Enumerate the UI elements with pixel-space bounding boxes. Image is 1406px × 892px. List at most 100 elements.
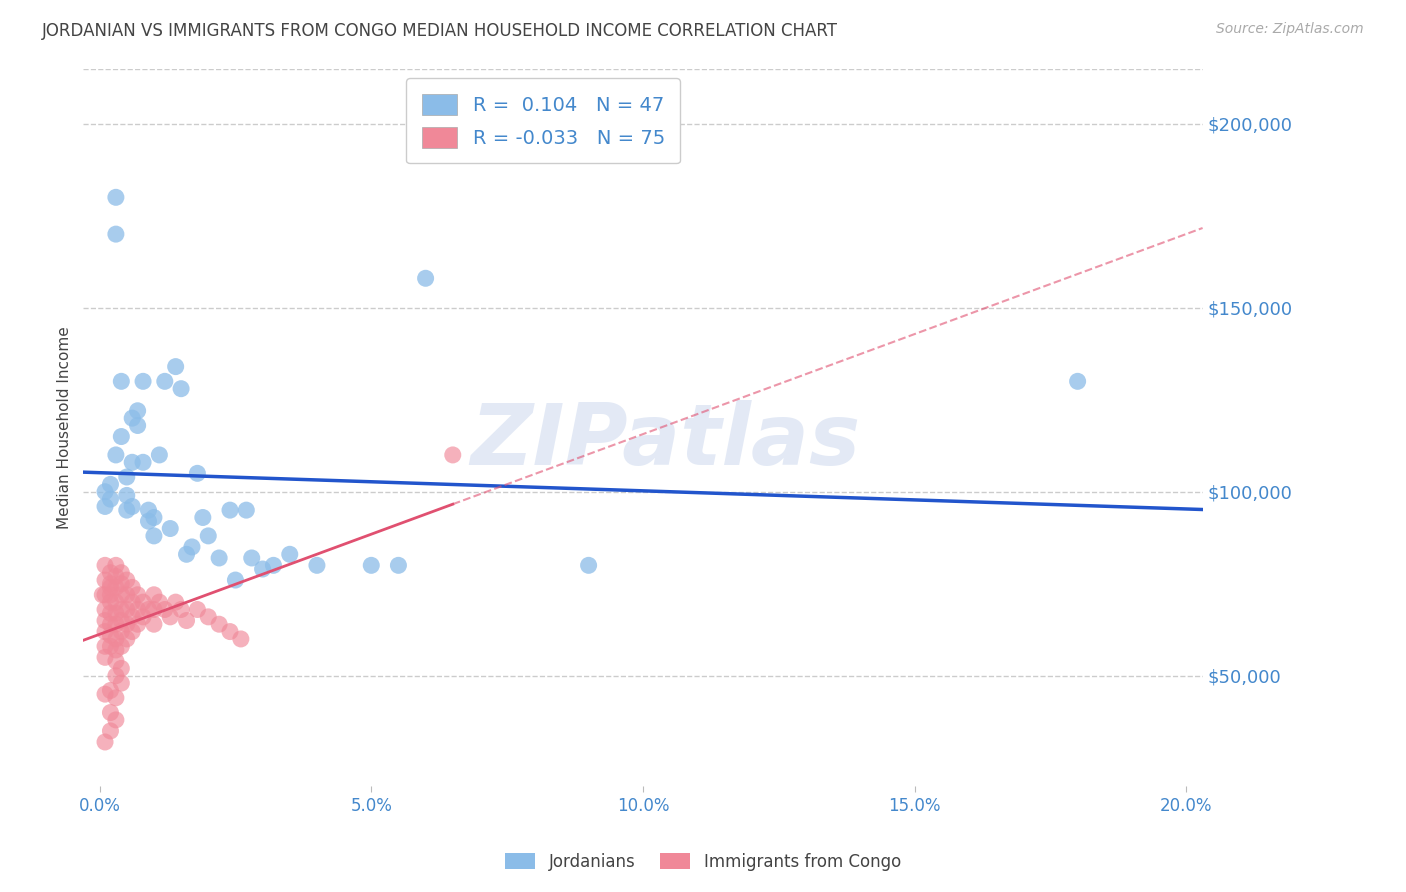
Point — [94, 588, 117, 602]
Point — [91, 588, 114, 602]
Point — [104, 606, 127, 620]
Point — [115, 573, 138, 587]
Point — [142, 602, 165, 616]
Point — [94, 558, 117, 573]
Point — [100, 617, 122, 632]
Point — [176, 614, 198, 628]
Point — [115, 503, 138, 517]
Point — [127, 588, 149, 602]
Point — [115, 602, 138, 616]
Point — [165, 595, 187, 609]
Point — [94, 614, 117, 628]
Point — [415, 271, 437, 285]
Point — [110, 676, 132, 690]
Point — [132, 595, 155, 609]
Point — [197, 529, 219, 543]
Point — [121, 581, 143, 595]
Point — [138, 503, 160, 517]
Point — [262, 558, 284, 573]
Point — [229, 632, 252, 646]
Point — [110, 614, 132, 628]
Point — [104, 669, 127, 683]
Point — [1066, 375, 1088, 389]
Point — [387, 558, 409, 573]
Point — [219, 503, 242, 517]
Point — [104, 690, 127, 705]
Point — [159, 610, 181, 624]
Point — [153, 602, 176, 616]
Point — [132, 610, 155, 624]
Point — [121, 610, 143, 624]
Point — [110, 375, 132, 389]
Point — [110, 576, 132, 591]
Text: ZIPatlas: ZIPatlas — [470, 401, 860, 483]
Point — [138, 602, 160, 616]
Point — [197, 610, 219, 624]
Point — [148, 595, 170, 609]
Point — [110, 588, 132, 602]
Point — [94, 624, 117, 639]
Point — [100, 588, 122, 602]
Point — [100, 492, 122, 507]
Point — [94, 500, 117, 514]
Point — [170, 602, 193, 616]
Point — [100, 606, 122, 620]
Point — [235, 503, 257, 517]
Point — [208, 617, 231, 632]
Point — [104, 595, 127, 609]
Point — [127, 602, 149, 616]
Point — [208, 551, 231, 566]
Point — [132, 455, 155, 469]
Legend: Jordanians, Immigrants from Congo: Jordanians, Immigrants from Congo — [496, 845, 910, 880]
Point — [240, 551, 263, 566]
Point — [115, 588, 138, 602]
Point — [104, 654, 127, 668]
Point — [191, 510, 214, 524]
Point — [94, 640, 117, 654]
Point — [94, 687, 117, 701]
Point — [121, 500, 143, 514]
Point — [115, 632, 138, 646]
Text: Source: ZipAtlas.com: Source: ZipAtlas.com — [1216, 22, 1364, 37]
Point — [104, 713, 127, 727]
Point — [127, 617, 149, 632]
Point — [110, 566, 132, 580]
Point — [100, 723, 122, 738]
Point — [115, 488, 138, 502]
Point — [100, 706, 122, 720]
Point — [165, 359, 187, 374]
Point — [170, 382, 193, 396]
Point — [186, 467, 208, 481]
Point — [127, 418, 149, 433]
Point — [578, 558, 600, 573]
Point — [104, 617, 127, 632]
Point — [219, 624, 242, 639]
Point — [138, 514, 160, 528]
Point — [110, 602, 132, 616]
Point — [100, 628, 122, 642]
Point — [110, 661, 132, 675]
Text: JORDANIAN VS IMMIGRANTS FROM CONGO MEDIAN HOUSEHOLD INCOME CORRELATION CHART: JORDANIAN VS IMMIGRANTS FROM CONGO MEDIA… — [42, 22, 838, 40]
Point — [104, 448, 127, 462]
Point — [94, 484, 117, 499]
Point — [305, 558, 328, 573]
Point — [100, 595, 122, 609]
Point — [104, 190, 127, 204]
Point — [278, 547, 301, 561]
Point — [142, 529, 165, 543]
Point — [115, 617, 138, 632]
Point — [110, 624, 132, 639]
Point — [181, 540, 204, 554]
Legend: R =  0.104   N = 47, R = -0.033   N = 75: R = 0.104 N = 47, R = -0.033 N = 75 — [406, 78, 681, 163]
Point — [94, 602, 117, 616]
Point — [104, 569, 127, 583]
Point — [121, 411, 143, 425]
Point — [142, 617, 165, 632]
Point — [104, 558, 127, 573]
Point — [224, 573, 246, 587]
Point — [159, 522, 181, 536]
Point — [176, 547, 198, 561]
Point — [142, 510, 165, 524]
Point — [121, 595, 143, 609]
Point — [127, 404, 149, 418]
